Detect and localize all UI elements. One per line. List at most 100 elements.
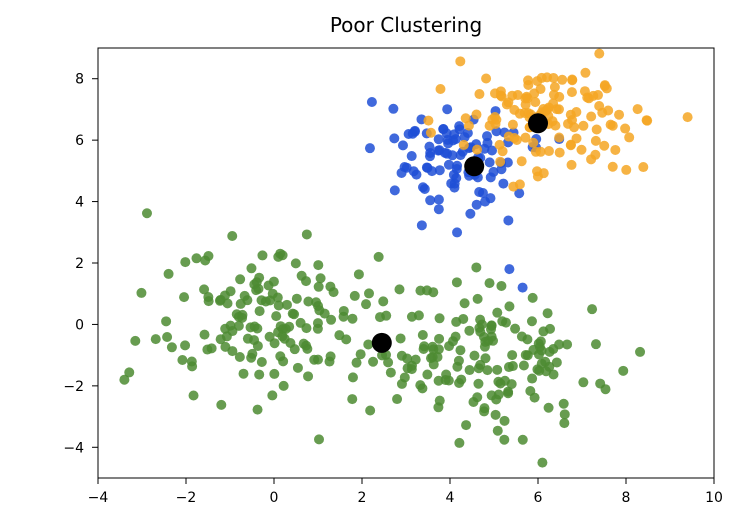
data-point-blue xyxy=(365,143,375,153)
data-point-orange xyxy=(576,145,586,155)
data-point-orange xyxy=(567,87,577,97)
data-point-green xyxy=(239,369,249,379)
data-point-green xyxy=(269,277,279,287)
data-point-green xyxy=(339,312,349,322)
data-point-green xyxy=(454,438,464,448)
data-point-blue xyxy=(465,209,475,219)
data-point-orange xyxy=(603,105,613,115)
data-point-orange xyxy=(472,145,482,155)
data-point-green xyxy=(485,278,495,288)
data-point-green xyxy=(500,376,510,386)
data-point-green xyxy=(204,296,214,306)
centroid-marker xyxy=(528,113,548,133)
data-point-green xyxy=(334,330,344,340)
data-point-green xyxy=(378,296,388,306)
data-point-green xyxy=(255,306,265,316)
data-point-blue xyxy=(420,184,430,194)
y-tick-label: 6 xyxy=(75,133,84,149)
data-point-green xyxy=(309,355,319,365)
data-point-orange xyxy=(490,88,500,98)
data-point-orange xyxy=(523,80,533,90)
data-point-orange xyxy=(508,120,518,130)
data-point-orange xyxy=(624,132,634,142)
data-point-green xyxy=(435,313,445,323)
data-point-green xyxy=(396,333,406,343)
data-point-orange xyxy=(554,132,564,142)
data-point-green xyxy=(461,420,471,430)
data-point-blue xyxy=(503,215,513,225)
data-point-orange xyxy=(614,110,624,120)
data-point-orange xyxy=(608,162,618,172)
data-point-green xyxy=(368,357,378,367)
data-point-orange xyxy=(683,112,693,122)
data-point-green xyxy=(313,318,323,328)
data-point-green xyxy=(504,362,514,372)
data-point-green xyxy=(177,355,187,365)
data-point-green xyxy=(235,274,245,284)
data-point-green xyxy=(200,255,210,265)
data-point-green xyxy=(434,344,444,354)
data-point-green xyxy=(434,334,444,344)
data-point-green xyxy=(417,383,427,393)
data-point-orange xyxy=(455,56,465,66)
data-point-orange xyxy=(622,37,632,47)
data-point-green xyxy=(296,318,306,328)
data-point-green xyxy=(496,281,506,291)
data-point-green xyxy=(347,314,357,324)
data-point-blue xyxy=(398,140,408,150)
data-point-green xyxy=(458,314,468,324)
data-point-green xyxy=(265,332,275,342)
data-point-green xyxy=(271,311,281,321)
data-point-orange xyxy=(552,38,562,48)
data-point-green xyxy=(473,294,483,304)
data-point-green xyxy=(492,308,502,318)
data-point-green xyxy=(348,372,358,382)
data-point-blue xyxy=(518,283,528,293)
data-point-orange xyxy=(620,124,630,134)
y-tick-label: −4 xyxy=(63,440,84,456)
data-point-green xyxy=(253,405,263,415)
data-point-green xyxy=(246,263,256,273)
x-tick-label: 4 xyxy=(446,490,455,506)
data-point-green xyxy=(161,316,171,326)
data-point-green xyxy=(499,435,509,445)
data-point-green xyxy=(422,370,432,380)
data-point-blue xyxy=(409,166,419,176)
data-point-green xyxy=(267,390,277,400)
x-tick-label: −4 xyxy=(88,490,109,506)
data-point-blue xyxy=(425,151,435,161)
data-point-orange xyxy=(471,110,481,120)
data-point-orange xyxy=(509,133,519,143)
data-point-blue xyxy=(417,220,427,230)
x-tick-label: 2 xyxy=(358,490,367,506)
data-point-green xyxy=(253,284,263,294)
data-point-green xyxy=(257,250,267,260)
x-tick-label: 10 xyxy=(705,490,723,506)
data-point-green xyxy=(216,295,226,305)
data-point-blue xyxy=(452,164,462,174)
data-point-blue xyxy=(485,157,495,167)
data-point-green xyxy=(257,357,267,367)
data-point-green xyxy=(381,311,391,321)
data-point-green xyxy=(356,349,366,359)
data-point-green xyxy=(222,331,232,341)
data-point-orange xyxy=(426,128,436,138)
data-point-green xyxy=(591,339,601,349)
data-point-green xyxy=(419,344,429,354)
y-tick-label: 2 xyxy=(75,256,84,272)
data-point-blue xyxy=(435,165,445,175)
data-point-green xyxy=(510,324,520,334)
data-point-blue xyxy=(504,264,514,274)
data-point-green xyxy=(274,300,284,310)
data-point-green xyxy=(249,335,259,345)
data-point-blue xyxy=(442,104,452,114)
data-point-green xyxy=(276,321,286,331)
data-point-orange xyxy=(580,68,590,78)
x-tick-label: 0 xyxy=(270,490,279,506)
data-point-green xyxy=(452,277,462,287)
data-point-orange xyxy=(610,145,620,155)
data-point-green xyxy=(460,298,470,308)
data-point-green xyxy=(444,341,454,351)
data-point-orange xyxy=(515,179,525,189)
data-point-green xyxy=(130,336,140,346)
